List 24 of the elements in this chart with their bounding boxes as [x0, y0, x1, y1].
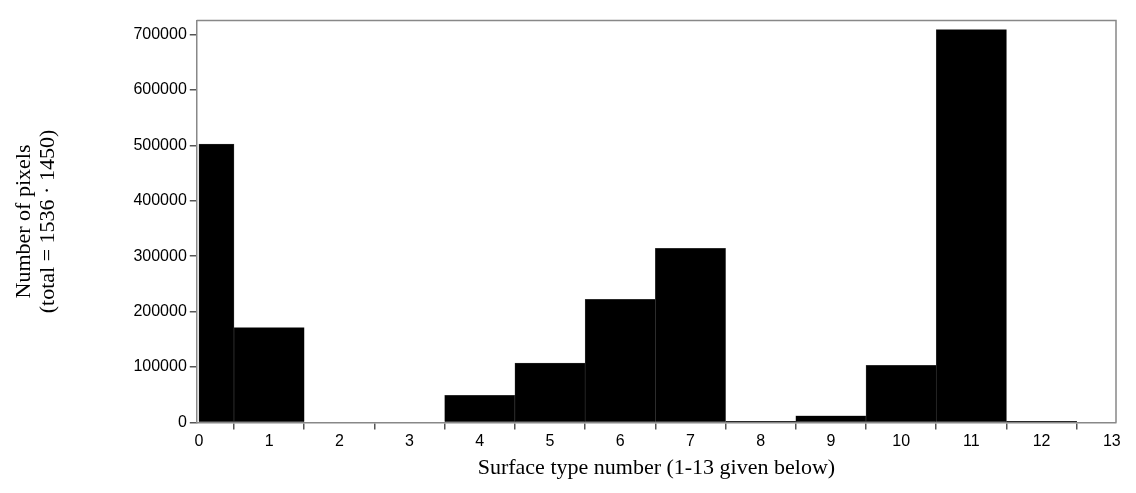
y-tick-label: 100000	[133, 357, 187, 375]
x-tick-label: 10	[892, 432, 911, 450]
x-tick-label: 5	[545, 432, 555, 450]
x-axis-title: Surface type number (1-13 given below)	[477, 453, 836, 479]
y-tick-label: 500000	[133, 135, 187, 153]
x-tick-label: 0	[194, 432, 204, 450]
y-tick-label: 700000	[133, 24, 187, 42]
x-tick-label: 3	[405, 432, 415, 450]
x-tick-label: 1	[264, 432, 274, 450]
x-tick-label: 6	[615, 432, 625, 450]
x-tick-label: 2	[334, 432, 344, 450]
y-tick-label: 400000	[133, 191, 187, 209]
x-tick-label: 13	[1102, 432, 1121, 450]
y-tick-label: 300000	[133, 246, 187, 264]
x-tick-label: 8	[756, 432, 766, 450]
x-tick-label: 11	[963, 432, 980, 450]
y-tick-label: 0	[177, 412, 187, 430]
x-tick-label: 4	[475, 432, 485, 450]
y-tick-label: 200000	[133, 301, 187, 319]
x-tick-label: 7	[686, 432, 695, 450]
x-tick-label: 12	[1032, 432, 1051, 450]
x-tick-label: 9	[826, 432, 836, 450]
y-axis-title: Number of pixels (total = 1536 · 1450)	[9, 129, 60, 314]
y-tick-label: 600000	[133, 80, 187, 98]
